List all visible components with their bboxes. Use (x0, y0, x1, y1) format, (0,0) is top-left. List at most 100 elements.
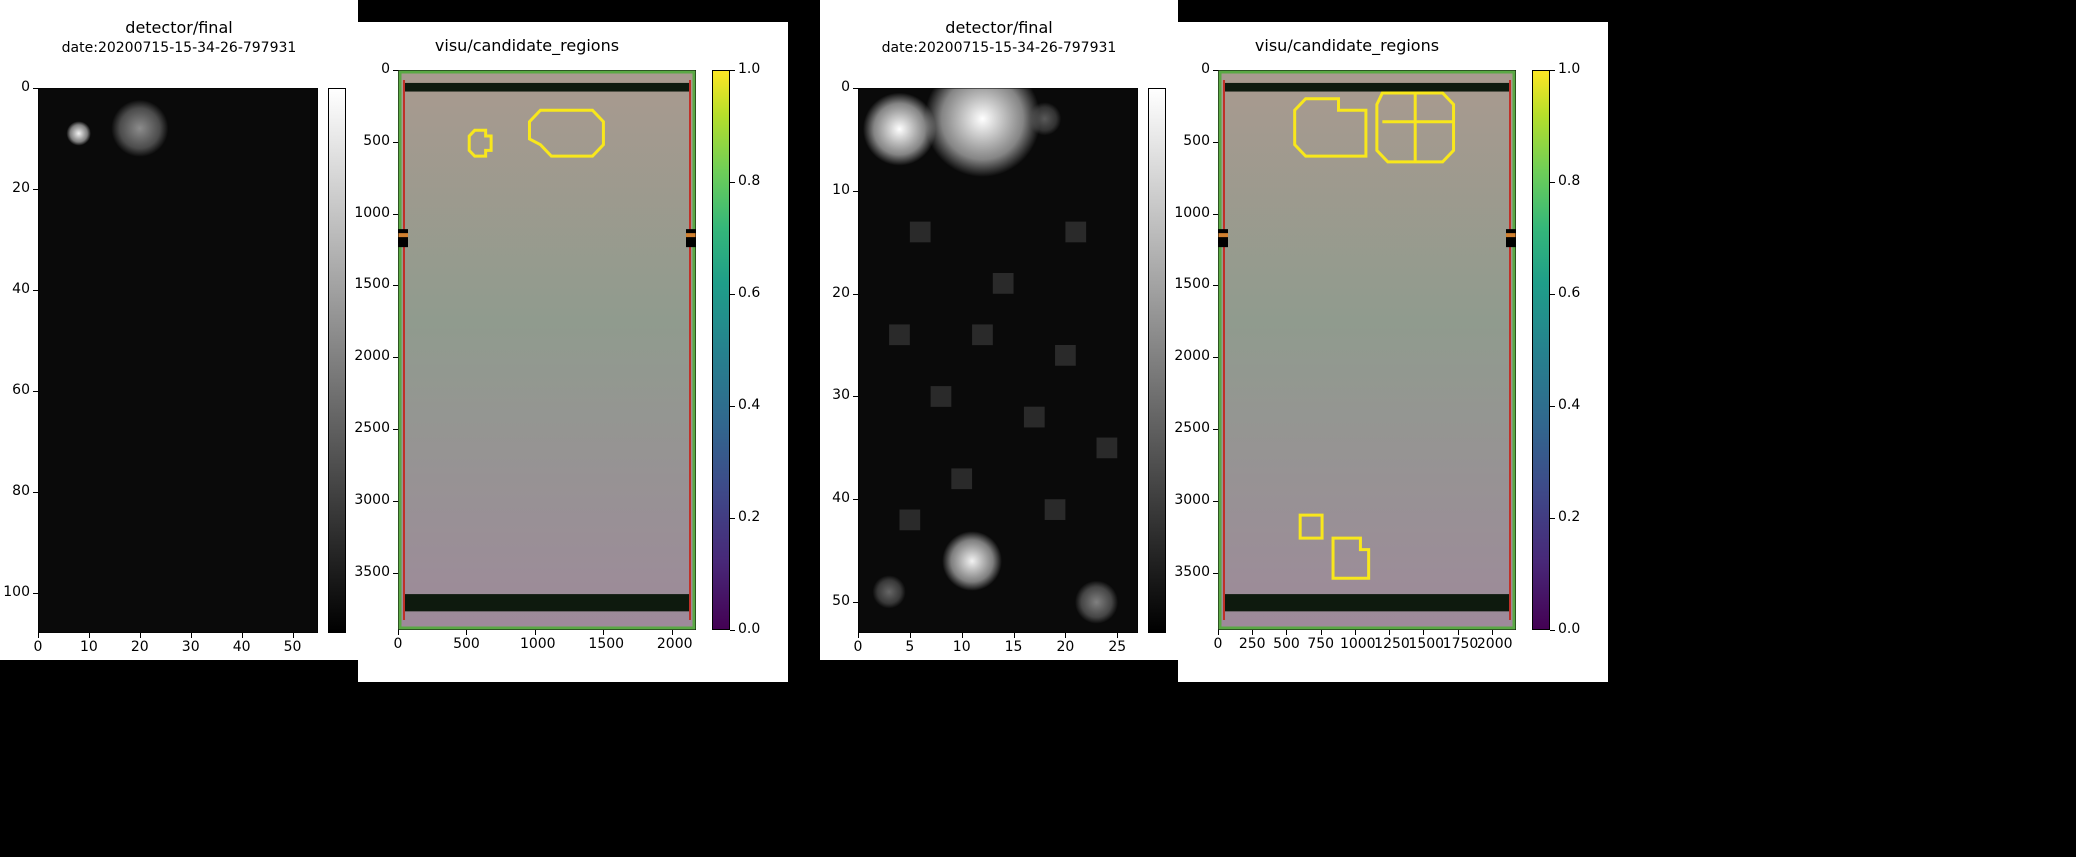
x-tick (1117, 633, 1118, 638)
y-tick (393, 214, 398, 215)
x-tick (1355, 630, 1356, 635)
y-tick (853, 88, 858, 89)
panel-title: detector/final (820, 18, 1178, 37)
y-tick-label: 3500 (1174, 564, 1210, 580)
y-tick (33, 88, 38, 89)
x-tick (1389, 630, 1390, 635)
y-tick-label: 0 (841, 79, 850, 95)
colorbar-tick (1550, 630, 1555, 631)
x-tick (89, 633, 90, 638)
x-tick-label: 0 (1203, 636, 1233, 652)
y-tick-label: 2500 (354, 420, 390, 436)
colorbar-tick-label: 0.6 (1558, 285, 1580, 301)
y-tick (393, 285, 398, 286)
y-tick (393, 501, 398, 502)
y-tick-label: 20 (12, 180, 30, 196)
colorbar-tick (1550, 70, 1555, 71)
colorbar-tick-label: 0.2 (738, 509, 760, 525)
y-tick (33, 593, 38, 594)
colorbar-tick-label: 1.0 (738, 61, 760, 77)
y-tick-label: 1000 (1174, 205, 1210, 221)
colorbar-tick-label: 0.0 (738, 621, 760, 637)
x-tick-label: 40 (227, 639, 257, 655)
y-tick-label: 500 (1183, 133, 1210, 149)
x-tick-label: 5 (895, 639, 925, 655)
x-tick (1321, 630, 1322, 635)
x-tick (1065, 633, 1066, 638)
y-tick-label: 3500 (354, 564, 390, 580)
y-tick (393, 429, 398, 430)
x-tick-label: 15 (999, 639, 1029, 655)
x-tick (1458, 630, 1459, 635)
colorbar-tick-label: 0.6 (738, 285, 760, 301)
y-tick-label: 2500 (1174, 420, 1210, 436)
x-tick (858, 633, 859, 638)
x-tick (293, 633, 294, 638)
x-tick (466, 630, 467, 635)
x-tick-label: 2000 (657, 636, 687, 652)
colorbar-tick-label: 1.0 (1558, 61, 1580, 77)
y-tick (1213, 142, 1218, 143)
colorbar-tick-label: 0.8 (738, 173, 760, 189)
colorbar-tick (1550, 406, 1555, 407)
y-tick (393, 70, 398, 71)
y-tick (33, 189, 38, 190)
colorbar-tick (730, 630, 735, 631)
y-tick-label: 0 (21, 79, 30, 95)
x-tick-label: 0 (23, 639, 53, 655)
y-tick-label: 1500 (354, 276, 390, 292)
y-tick-label: 100 (3, 584, 30, 600)
x-tick (1492, 630, 1493, 635)
x-tick-label: 0 (383, 636, 413, 652)
y-tick-label: 3000 (354, 492, 390, 508)
colorbar-tick-label: 0.8 (1558, 173, 1580, 189)
x-tick (1286, 630, 1287, 635)
panel-subtitle: date:20200715-15-34-26-797931 (0, 40, 358, 56)
y-tick (853, 191, 858, 192)
y-tick (853, 294, 858, 295)
x-tick-label: 10 (74, 639, 104, 655)
colorbar-tick (1550, 182, 1555, 183)
y-tick-label: 40 (832, 490, 850, 506)
x-tick-label: 10 (947, 639, 977, 655)
colorbar-viridis (712, 70, 730, 630)
panel-title: visu/candidate_regions (1178, 36, 1516, 55)
x-tick (1218, 630, 1219, 635)
y-tick-label: 10 (832, 182, 850, 198)
x-tick-label: 1750 (1443, 636, 1473, 652)
y-tick-label: 40 (12, 281, 30, 297)
y-tick (853, 499, 858, 500)
colorbar-tick (730, 294, 735, 295)
x-tick-label: 50 (278, 639, 308, 655)
x-tick-label: 500 (451, 636, 481, 652)
y-tick (1213, 429, 1218, 430)
x-tick (398, 630, 399, 635)
y-tick-label: 2000 (354, 348, 390, 364)
x-tick-label: 1000 (520, 636, 550, 652)
x-tick-label: 1500 (588, 636, 618, 652)
colorbar-tick-label: 0.4 (738, 397, 760, 413)
x-tick-label: 250 (1237, 636, 1267, 652)
colorbar-gray (1148, 88, 1166, 633)
x-tick-label: 30 (176, 639, 206, 655)
y-tick-label: 0 (1201, 61, 1210, 77)
colorbar-tick (730, 518, 735, 519)
x-tick-label: 2000 (1477, 636, 1507, 652)
colorbar-gray (328, 88, 346, 633)
x-tick (38, 633, 39, 638)
x-tick (910, 633, 911, 638)
panel-title: visu/candidate_regions (358, 36, 696, 55)
y-tick-label: 60 (12, 382, 30, 398)
y-tick (1213, 501, 1218, 502)
y-tick (393, 573, 398, 574)
x-tick (672, 630, 673, 635)
y-tick (1213, 573, 1218, 574)
colorbar-tick (1550, 518, 1555, 519)
x-tick-label: 0 (843, 639, 873, 655)
y-tick-label: 3000 (1174, 492, 1210, 508)
x-tick-label: 500 (1271, 636, 1301, 652)
y-tick (1213, 357, 1218, 358)
x-tick-label: 1000 (1340, 636, 1370, 652)
y-tick-label: 2000 (1174, 348, 1210, 364)
y-tick-label: 500 (363, 133, 390, 149)
